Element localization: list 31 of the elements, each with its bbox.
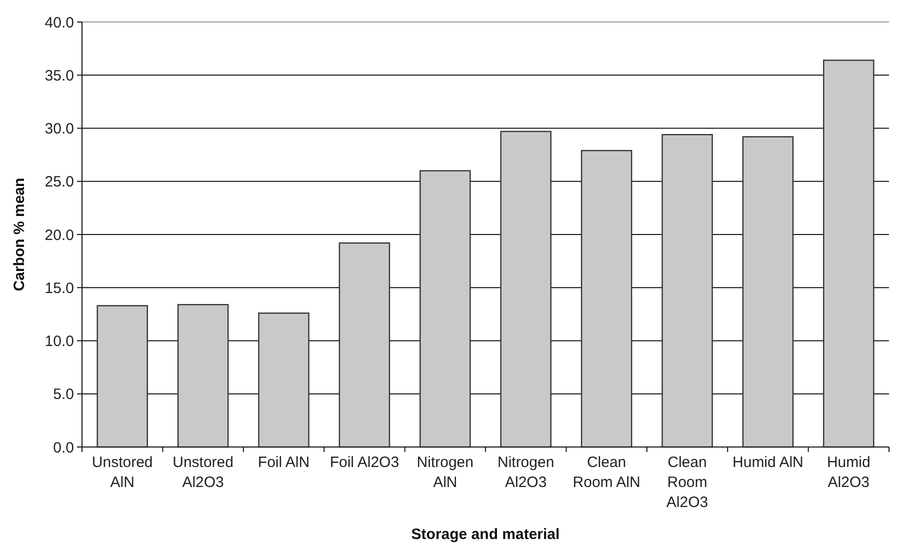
x-tick-label: Foil AlN xyxy=(258,454,310,471)
y-tick-label: 25.0 xyxy=(44,174,74,191)
x-tick-label: Clean Room Al2O3 xyxy=(666,454,708,511)
y-tick-label: 20.0 xyxy=(44,226,74,244)
x-axis-title: Storage and material xyxy=(411,526,560,543)
bar xyxy=(338,242,390,448)
y-tick-label: 35.0 xyxy=(44,67,74,84)
bar xyxy=(177,304,229,448)
bar xyxy=(500,130,552,448)
x-tick-label: Humid AlN xyxy=(732,454,804,471)
y-tick-label: 5.0 xyxy=(53,386,74,404)
x-tick-label: Foil Al2O3 xyxy=(330,454,400,471)
x-tick-label: Humid Al2O3 xyxy=(826,454,870,491)
x-tick-label: Unstored Al2O3 xyxy=(172,454,234,491)
x-tick-label: Clean Room AlN xyxy=(572,454,640,491)
y-tick-label: 40.0 xyxy=(44,14,74,32)
y-tick-label: 10.0 xyxy=(44,333,74,350)
x-tick-label: Nitrogen AlN xyxy=(416,454,474,491)
y-tick-label: 30.0 xyxy=(44,120,74,138)
y-axis-title: Carbon % mean xyxy=(11,178,28,292)
x-tick-label: Unstored AlN xyxy=(92,454,153,491)
y-tick-label: 15.0 xyxy=(44,280,74,297)
y-tick-label: 0.0 xyxy=(53,439,74,456)
bar xyxy=(258,312,310,448)
bar xyxy=(96,305,148,448)
bar xyxy=(742,136,794,448)
bar xyxy=(823,60,874,448)
bar xyxy=(662,134,713,448)
x-tick-label: Nitrogen Al2O3 xyxy=(498,454,554,491)
bar xyxy=(580,150,632,448)
bar xyxy=(420,170,471,448)
